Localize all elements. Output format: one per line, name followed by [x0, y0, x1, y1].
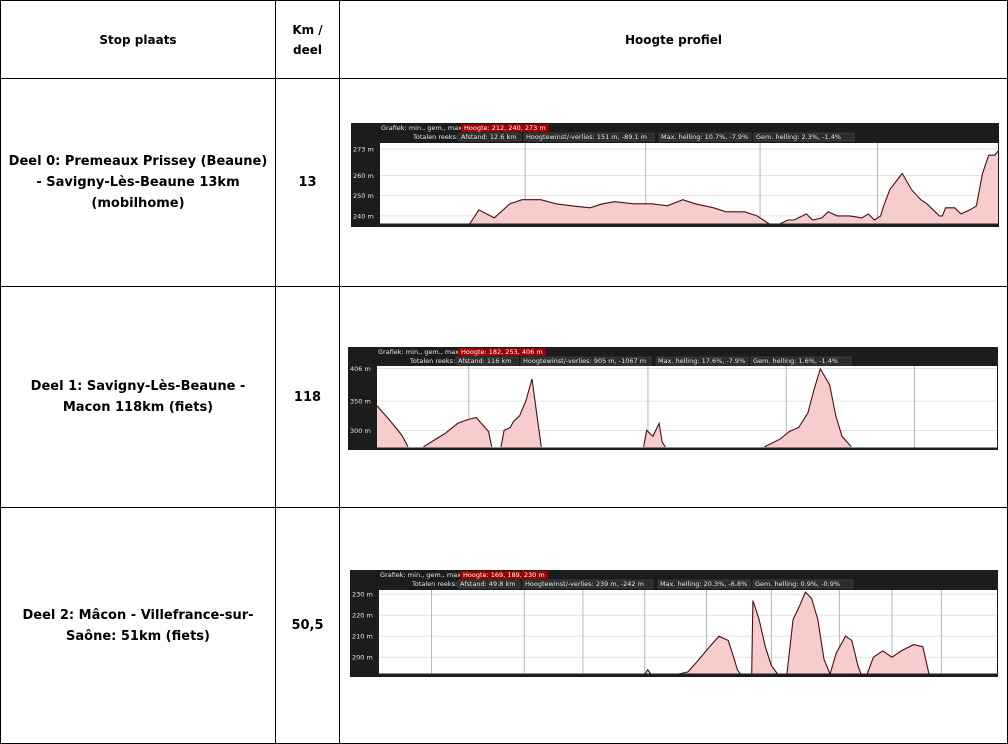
stat-box [750, 356, 852, 366]
elevation-line [751, 600, 779, 675]
elevation-line [644, 668, 652, 675]
stat-box [753, 132, 855, 142]
stat-text: Hoogtewinst/-verlies: 239 m, -242 m [525, 580, 644, 588]
header-stop: Stop plaats [99, 32, 177, 47]
stat-text: Gem. helling: 0.9%, -0.9% [755, 580, 840, 588]
stat-box [457, 579, 521, 589]
elevation-fill [830, 636, 861, 674]
stat-text: Hoogtewinst/-verlies: 905 m, -1067 m [523, 357, 646, 365]
y-tick-label: 220 m [352, 612, 373, 620]
profile-svg: Grafiek: min., gem., max. Hoogte: 212, 24… [351, 123, 999, 227]
stat-box [520, 356, 652, 366]
stage-km: 50,5 [291, 618, 324, 633]
stat-box [657, 579, 751, 589]
stat-text: Gem. helling: 2.3%, -1.4% [756, 133, 841, 141]
legend-value: Hoogte: 182, 253, 406 m [461, 348, 543, 356]
y-tick-label: 273 m [353, 146, 374, 154]
elevation-fill [469, 199, 770, 224]
profile-svg: Grafiek: min., gem., max. Hoogte: 169, 18… [350, 570, 998, 677]
elevation-line [866, 644, 930, 675]
stat-text: Hoogtewinst/-verlies: 151 m, -89.1 m [526, 133, 647, 141]
header-profile: Hoogte profiel [624, 32, 723, 47]
elevation-line [779, 150, 999, 225]
profile-svg: Grafiek: min., gem., max. Hoogte: 182, 25… [348, 347, 998, 450]
elevation-profile: Grafiek: min., gem., max. Hoogte: 169, 18… [350, 570, 998, 677]
y-tick-label: 230 m [352, 591, 373, 599]
stat-text: Gem. helling: 1.6%, -1.4% [753, 357, 838, 365]
y-tick-label: 250 m [353, 192, 374, 200]
y-tick-label: 210 m [352, 633, 373, 641]
y-tick-label: 240 m [353, 212, 374, 220]
elevation-line [423, 416, 493, 448]
legend-value-bg [458, 348, 546, 356]
stat-box [658, 132, 752, 142]
elevation-fill [786, 592, 831, 674]
stat-box [455, 356, 519, 366]
stat-text: Afstand: 116 km [458, 357, 512, 365]
stage-km: 13 [298, 175, 317, 190]
elevation-line [500, 378, 542, 447]
totals-label: Totalen reeks: [411, 580, 457, 588]
elevation-profile: Grafiek: min., gem., max. Hoogte: 182, 25… [348, 347, 998, 450]
y-tick-label: 406 m [350, 365, 371, 373]
header-km: Km / deel [292, 22, 323, 57]
stat-text: Afstand: 49.8 km [460, 580, 516, 588]
y-tick-label: 350 m [350, 398, 371, 406]
stat-text: Afstand: 12.6 km [461, 133, 517, 141]
stat-box [458, 132, 522, 142]
stat-text: Max. helling: 17.6%, -7.9% [658, 357, 745, 365]
stage-name: Deel 0: Premeaux Prissey (Beaune) - Savi… [8, 154, 268, 211]
elevation-fill [867, 644, 929, 674]
stage-km: 118 [293, 389, 322, 405]
elevation-fill [678, 636, 741, 674]
elevation-line [469, 199, 770, 225]
stat-box [522, 579, 654, 589]
legend-label: Grafiek: min., gem., max. [378, 348, 461, 356]
stat-box [752, 579, 854, 589]
elevation-line [376, 405, 409, 448]
elevation-line [678, 635, 741, 675]
stat-box [523, 132, 655, 142]
elevation-line [764, 367, 852, 448]
legend-label: Grafiek: min., gem., max. [380, 571, 463, 579]
legend-value-bg [460, 571, 548, 579]
y-tick-label: 200 m [352, 654, 373, 662]
elevation-fill [377, 405, 408, 448]
elevation-line [643, 421, 666, 448]
elevation-fill [751, 600, 778, 674]
stat-box [655, 356, 749, 366]
elevation-fill [764, 368, 852, 448]
elevation-profile: Grafiek: min., gem., max. Hoogte: 212, 24… [351, 123, 999, 227]
legend-value: Hoogte: 212, 240, 273 m [464, 124, 546, 132]
totals-label: Totalen reeks: [409, 357, 455, 365]
legend-value-bg [461, 124, 549, 132]
stat-text: Max. helling: 20.3%, -6.8% [660, 580, 747, 588]
y-tick-label: 300 m [350, 427, 371, 435]
legend-value: Hoogte: 169, 189, 230 m [463, 571, 545, 579]
totals-label: Totalen reeks: [412, 133, 458, 141]
elevation-line [786, 591, 831, 675]
elevation-fill [644, 669, 651, 674]
elevation-fill [423, 417, 492, 448]
stage-name: Deel 1: Savigny-Lès-Beaune - Macon 118km… [30, 379, 246, 415]
stage-name: Deel 2: Mâcon - Villefrance-sur-Saône: 5… [22, 607, 254, 644]
elevation-line [829, 635, 862, 675]
legend-label: Grafiek: min., gem., max. [381, 124, 464, 132]
y-tick-label: 260 m [353, 172, 374, 180]
stat-text: Max. helling: 10.7%, -7.9% [661, 133, 748, 141]
